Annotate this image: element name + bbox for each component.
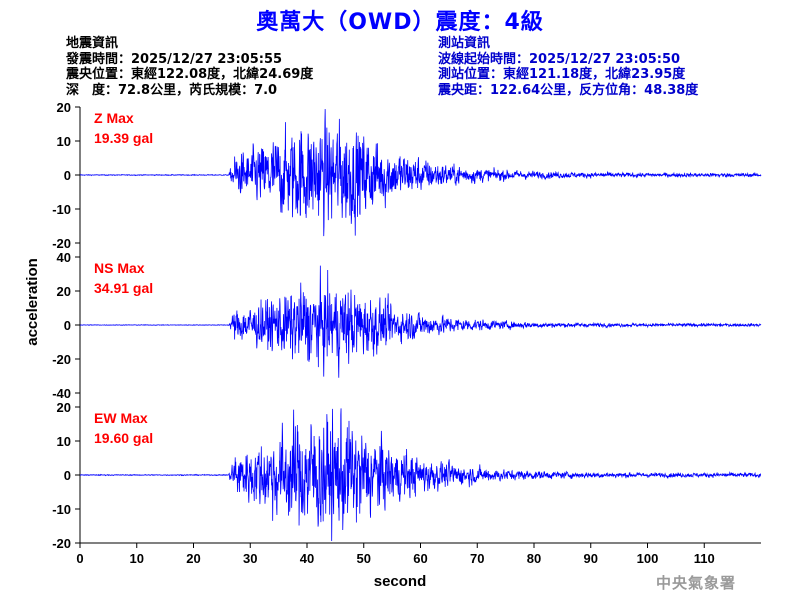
x-tick-label: 20 xyxy=(186,551,200,566)
y-tick-label: 40 xyxy=(57,250,71,265)
y-tick-label: 0 xyxy=(64,168,71,183)
x-tick-label: 60 xyxy=(413,551,427,566)
distance-azimuth: 震央距：122.64公里，反方位角：48.38度 xyxy=(438,82,699,98)
max-label: Z Max xyxy=(94,110,134,126)
y-tick-label: 20 xyxy=(57,400,71,415)
x-tick-label: 0 xyxy=(76,551,83,566)
x-tick-label: 100 xyxy=(637,551,659,566)
y-tick-label: -20 xyxy=(52,352,71,367)
y-axis-label: acceleration xyxy=(24,258,41,346)
wave-start-time: 波線起始時間：2025/12/27 23:05:50 xyxy=(438,51,681,67)
epicenter-location: 震央位置：東經122.08度，北緯24.69度 xyxy=(66,67,314,82)
station-info-heading: 測站資訊 xyxy=(438,36,491,51)
depth-magnitude: 深 度：72.8公里，芮氏規模：7.0 xyxy=(66,82,278,98)
x-tick-label: 40 xyxy=(300,551,314,566)
station-info: 測站資訊 波線起始時間：2025/12/27 23:05:50 測站位置：東經1… xyxy=(438,36,698,98)
max-value: 19.39 gal xyxy=(94,130,153,146)
x-axis-label: second xyxy=(374,573,427,590)
trace-ew xyxy=(79,408,762,542)
max-value: 34.91 gal xyxy=(94,280,153,296)
y-tick-label: -20 xyxy=(52,536,71,551)
x-tick-label: 80 xyxy=(527,551,541,566)
max-label: NS Max xyxy=(94,260,145,276)
x-tick-label: 70 xyxy=(470,551,484,566)
panel-ns: -40 -20 0 20 40 NS Max 34.91 gal xyxy=(52,250,762,401)
x-tick-label: 90 xyxy=(584,551,598,566)
y-tick-label: -10 xyxy=(52,202,71,217)
x-tick-label: 30 xyxy=(243,551,257,566)
x-tick-label: 110 xyxy=(694,551,715,566)
y-tick-label: 10 xyxy=(57,134,71,149)
event-info-heading: 地震資訊 xyxy=(66,36,119,51)
panel-ew: -20 -10 0 10 20 EW Max 19.60 gal xyxy=(52,400,762,551)
trace-ns xyxy=(79,265,762,378)
trace-z xyxy=(79,109,762,237)
chart-title: 奧萬大（OWD）震度：4級 xyxy=(256,10,544,35)
y-tick-label: 20 xyxy=(57,100,71,115)
y-tick-label: 10 xyxy=(57,434,71,449)
y-tick-label: -40 xyxy=(52,386,71,401)
y-tick-label: 0 xyxy=(64,318,71,333)
max-label: EW Max xyxy=(94,410,148,426)
x-tick-label: 50 xyxy=(357,551,371,566)
cwa-watermark: 中央氣象署 xyxy=(656,574,737,592)
y-tick-label: 20 xyxy=(57,284,71,299)
y-tick-label: -20 xyxy=(52,236,71,251)
origin-time: 發震時間：2025/12/27 23:05:55 xyxy=(66,51,283,67)
panel-z: -20 -10 0 10 20 Z Max 19.39 gal xyxy=(52,100,762,251)
x-tick-label: 10 xyxy=(130,551,144,566)
y-tick-label: 0 xyxy=(64,468,71,483)
y-tick-label: -10 xyxy=(52,502,71,517)
station-location: 測站位置：東經121.18度，北緯23.95度 xyxy=(438,67,686,82)
max-value: 19.60 gal xyxy=(94,430,153,446)
event-info: 地震資訊 發震時間：2025/12/27 23:05:55 震央位置：東經122… xyxy=(66,36,313,98)
